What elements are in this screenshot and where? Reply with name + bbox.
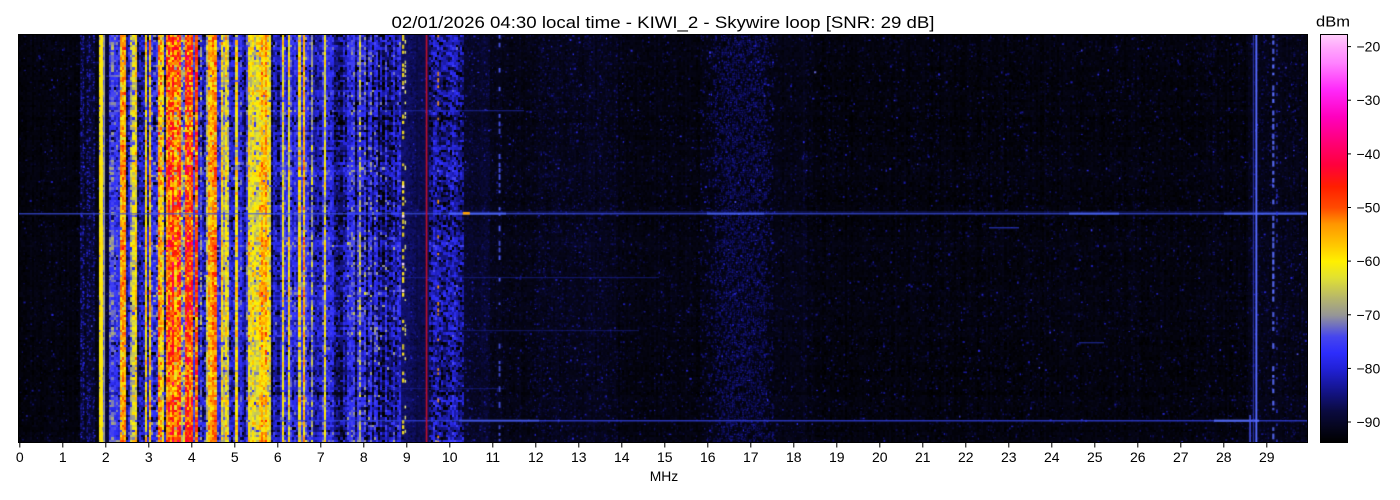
svg-text:20: 20 (872, 449, 888, 465)
svg-text:25: 25 (1087, 449, 1103, 465)
svg-text:1: 1 (59, 449, 67, 465)
svg-text:4: 4 (188, 449, 196, 465)
svg-text:7: 7 (317, 449, 325, 465)
svg-text:21: 21 (915, 449, 931, 465)
svg-text:dBm: dBm (1316, 15, 1350, 31)
svg-text:27: 27 (1173, 449, 1189, 465)
svg-text:16: 16 (700, 449, 716, 465)
svg-text:−20: −20 (1357, 39, 1381, 55)
svg-text:−70: −70 (1357, 307, 1381, 323)
svg-text:11: 11 (486, 449, 501, 465)
svg-text:24: 24 (1044, 449, 1060, 465)
svg-text:5: 5 (231, 449, 239, 465)
svg-text:8: 8 (360, 449, 368, 465)
svg-text:17: 17 (743, 449, 759, 465)
svg-text:12: 12 (528, 449, 544, 465)
svg-text:19: 19 (829, 449, 845, 465)
svg-text:3: 3 (145, 449, 153, 465)
svg-text:29: 29 (1259, 449, 1275, 465)
svg-text:10: 10 (442, 449, 458, 465)
svg-text:23: 23 (1001, 449, 1017, 465)
svg-text:−90: −90 (1357, 414, 1381, 430)
svg-text:MHz: MHz (650, 468, 679, 484)
svg-text:26: 26 (1130, 449, 1146, 465)
svg-text:13: 13 (571, 449, 587, 465)
svg-text:−30: −30 (1357, 92, 1381, 108)
svg-text:02/01/2026 04:30 local time -: 02/01/2026 04:30 local time - KIWI_2 - S… (392, 13, 935, 32)
svg-text:−40: −40 (1357, 146, 1381, 162)
svg-text:−60: −60 (1357, 253, 1381, 269)
svg-text:0: 0 (16, 449, 24, 465)
svg-text:−80: −80 (1357, 360, 1381, 376)
svg-text:18: 18 (786, 449, 802, 465)
svg-text:15: 15 (657, 449, 673, 465)
svg-text:22: 22 (958, 449, 974, 465)
svg-text:−50: −50 (1357, 200, 1381, 216)
svg-text:6: 6 (274, 449, 282, 465)
svg-text:28: 28 (1216, 449, 1232, 465)
svg-text:2: 2 (102, 449, 110, 465)
svg-text:14: 14 (614, 449, 630, 465)
svg-text:9: 9 (403, 449, 411, 465)
